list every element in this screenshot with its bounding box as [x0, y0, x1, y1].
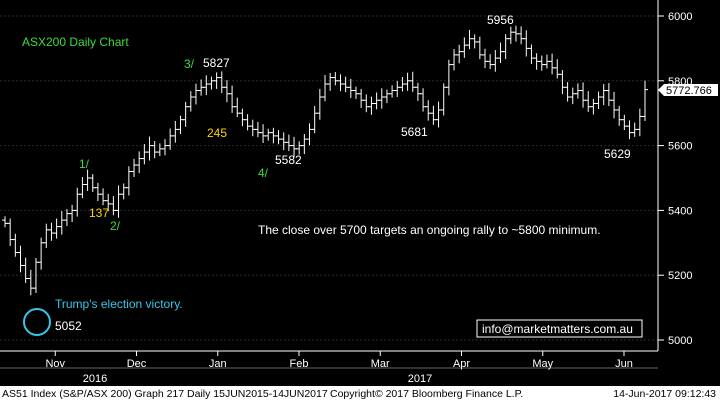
price-annotation: 4/ — [258, 166, 269, 180]
price-annotation: 5827 — [203, 56, 230, 70]
x-tick-label: May — [532, 358, 553, 370]
annotations: 5827 5956 5681 5582 5629 5052 3/1/2/4/137 245 — [55, 13, 631, 333]
x-tick-label: Jun — [615, 358, 633, 370]
x-tick-label: Mar — [371, 358, 390, 370]
footer-timestamp: 14-Jun-2017 09:12:43 — [613, 388, 716, 400]
contact-box — [476, 319, 643, 338]
footer-index-info: AS51 Index (S&P/ASX 200) Graph 217 Daily… — [2, 388, 328, 400]
footer-copyright: Copyright© 2017 Bloomberg Finance L.P. — [330, 388, 524, 400]
footer-bar: AS51 Index (S&P/ASX 200) Graph 217 Daily… — [0, 386, 720, 403]
grid — [0, 15, 658, 341]
price-annotation: 5052 — [55, 319, 82, 333]
last-price-marker — [658, 84, 718, 96]
contact-email: info@marketmatters.com.au — [482, 322, 633, 336]
axes — [0, 0, 659, 369]
chart-title: ASX200 Daily Chart — [22, 35, 129, 49]
x-tick-label: Feb — [290, 358, 309, 370]
x-tick-label: Jan — [209, 358, 227, 370]
price-annotation: 137 — [89, 206, 109, 220]
price-annotation: 1/ — [79, 157, 90, 171]
year-label: 2017 — [408, 373, 432, 385]
y-tick-label: 6000 — [668, 11, 692, 23]
election-note: Trump's election victory. — [55, 297, 183, 311]
price-annotation: 5629 — [604, 147, 631, 161]
y-tick-label: 5000 — [668, 335, 692, 347]
y-tick-label: 5600 — [668, 141, 692, 153]
x-tick-label: Nov — [45, 358, 65, 370]
price-annotation: 2/ — [110, 219, 121, 233]
x-tick-labels: Nov Dec Jan Feb Mar Apr May Jun 2016 2017 — [45, 351, 633, 385]
price-annotation: 3/ — [184, 57, 195, 71]
year-label: 2016 — [83, 373, 107, 385]
price-annotation: 245 — [207, 126, 227, 140]
election-circle — [23, 308, 51, 336]
price-annotation: 5681 — [401, 125, 428, 139]
y-tick-label: 5200 — [668, 270, 692, 282]
price-annotation: 5582 — [275, 153, 302, 167]
y-tick-label: 5400 — [668, 205, 692, 217]
target-note: The close over 5700 targets an ongoing r… — [258, 223, 601, 237]
x-tick-label: Dec — [127, 358, 147, 370]
x-tick-label: Apr — [453, 358, 470, 370]
price-bars — [2, 25, 648, 296]
last-price-label: 5772.766 — [666, 85, 712, 97]
price-annotation: 5956 — [487, 13, 514, 27]
